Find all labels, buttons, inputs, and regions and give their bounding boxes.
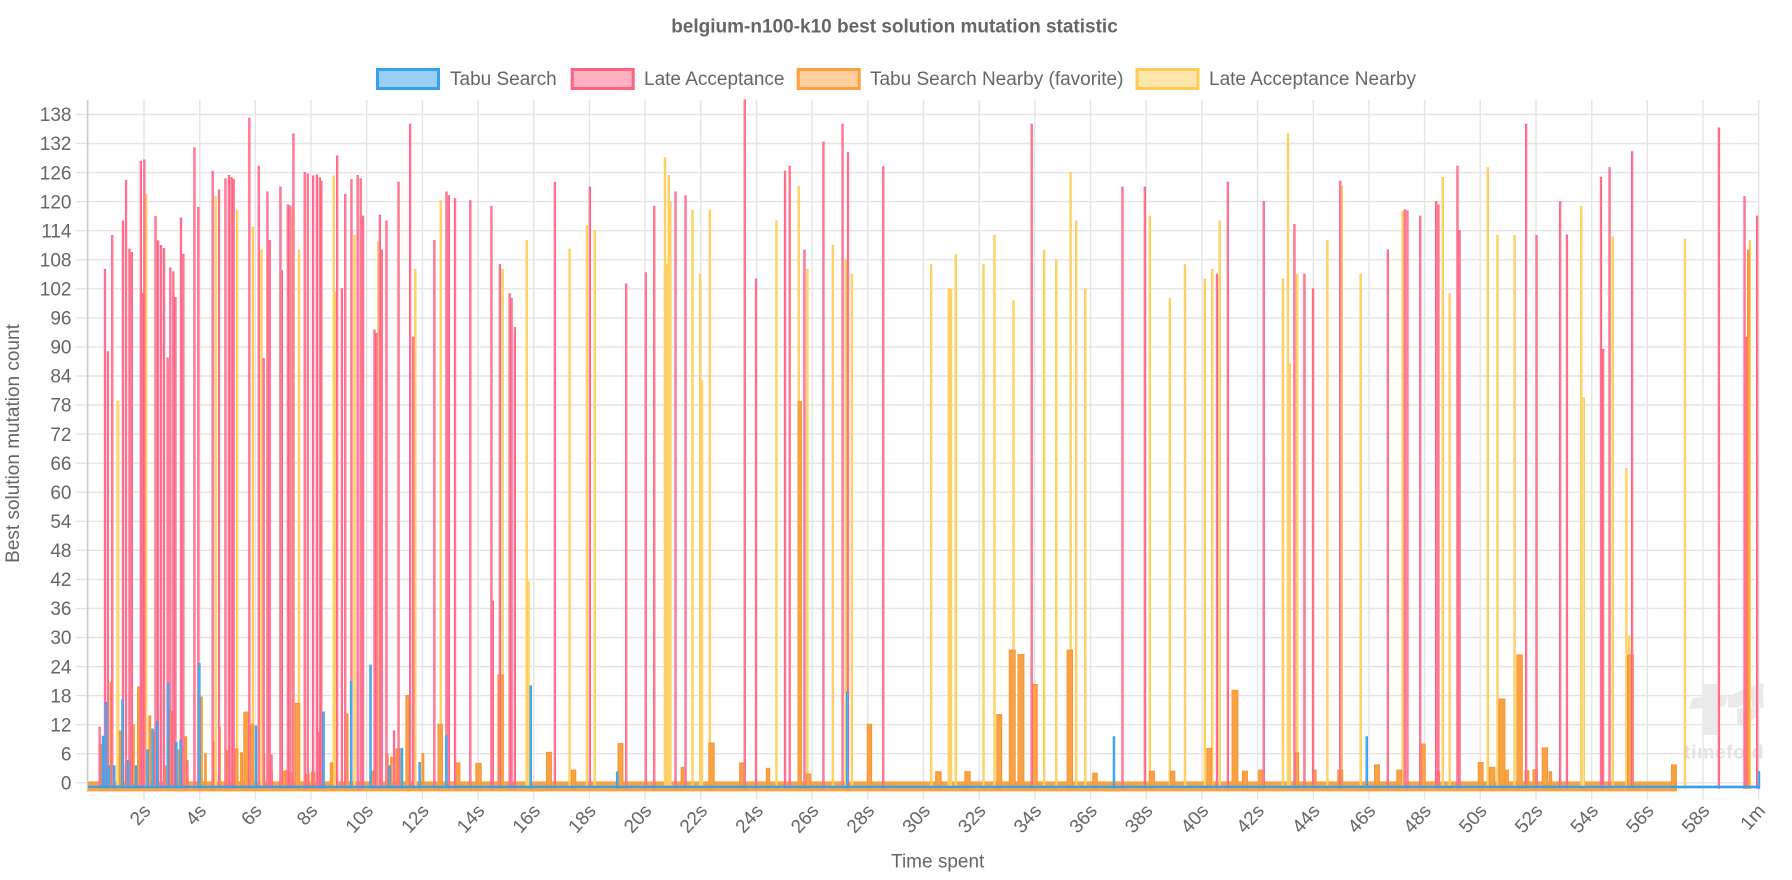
svg-text:18: 18 [50, 686, 71, 707]
svg-text:Tabu Search: Tabu Search [450, 69, 557, 90]
svg-text:48s: 48s [1400, 801, 1436, 838]
svg-text:28s: 28s [843, 801, 879, 838]
svg-text:50s: 50s [1455, 801, 1491, 838]
svg-text:108: 108 [40, 251, 72, 272]
svg-text:38s: 38s [1121, 801, 1157, 838]
svg-text:26s: 26s [787, 801, 823, 838]
svg-text:timefold: timefold [1684, 742, 1764, 764]
svg-text:32s: 32s [954, 801, 990, 838]
svg-text:12: 12 [50, 715, 71, 736]
svg-text:Late Acceptance Nearby: Late Acceptance Nearby [1209, 69, 1417, 90]
svg-text:90: 90 [50, 338, 71, 359]
svg-text:14s: 14s [453, 801, 489, 838]
svg-text:54: 54 [50, 512, 72, 533]
svg-text:138: 138 [40, 105, 72, 126]
svg-text:34s: 34s [1010, 801, 1046, 838]
svg-text:44s: 44s [1288, 801, 1324, 838]
svg-text:36: 36 [50, 599, 71, 620]
svg-text:46s: 46s [1344, 801, 1380, 838]
svg-text:126: 126 [40, 163, 72, 184]
svg-text:84: 84 [50, 367, 72, 388]
svg-text:Tabu Search Nearby (favorite): Tabu Search Nearby (favorite) [870, 69, 1123, 90]
svg-text:72: 72 [50, 425, 71, 446]
svg-text:8s: 8s [293, 801, 322, 830]
svg-text:6s: 6s [238, 801, 267, 830]
svg-text:66: 66 [50, 454, 71, 475]
svg-text:96: 96 [50, 309, 71, 330]
svg-text:24: 24 [50, 657, 72, 678]
svg-text:48: 48 [50, 541, 71, 562]
svg-text:132: 132 [40, 134, 72, 155]
svg-text:Best solution mutation count: Best solution mutation count [3, 323, 24, 562]
svg-text:24s: 24s [732, 801, 768, 838]
svg-text:114: 114 [41, 221, 72, 242]
svg-text:6: 6 [61, 744, 72, 765]
svg-text:Late Acceptance: Late Acceptance [644, 69, 785, 90]
svg-text:58s: 58s [1678, 801, 1714, 838]
svg-text:60: 60 [50, 483, 71, 504]
svg-text:16s: 16s [509, 801, 545, 838]
svg-text:102: 102 [40, 280, 72, 301]
svg-text:4s: 4s [182, 801, 211, 830]
svg-text:36s: 36s [1066, 801, 1102, 838]
svg-text:20s: 20s [620, 801, 656, 838]
svg-text:54s: 54s [1567, 801, 1603, 838]
svg-text:12s: 12s [398, 801, 434, 838]
svg-text:52s: 52s [1511, 801, 1547, 838]
svg-text:120: 120 [40, 192, 72, 213]
svg-text:18s: 18s [565, 801, 601, 838]
svg-text:0: 0 [61, 774, 72, 795]
svg-text:78: 78 [50, 396, 71, 417]
svg-text:10s: 10s [342, 801, 378, 838]
svg-text:42: 42 [50, 570, 71, 591]
svg-text:40s: 40s [1177, 801, 1213, 838]
svg-text:2s: 2s [126, 801, 155, 830]
svg-text:30s: 30s [899, 801, 935, 838]
svg-text:56s: 56s [1622, 801, 1658, 838]
svg-text:Time spent: Time spent [891, 851, 985, 872]
svg-text:belgium-n100-k10 best solution: belgium-n100-k10 best solution mutation … [671, 16, 1118, 37]
svg-text:22s: 22s [676, 801, 712, 838]
svg-text:30: 30 [50, 628, 71, 649]
svg-text:42s: 42s [1233, 801, 1269, 838]
svg-text:1m: 1m [1737, 801, 1770, 835]
